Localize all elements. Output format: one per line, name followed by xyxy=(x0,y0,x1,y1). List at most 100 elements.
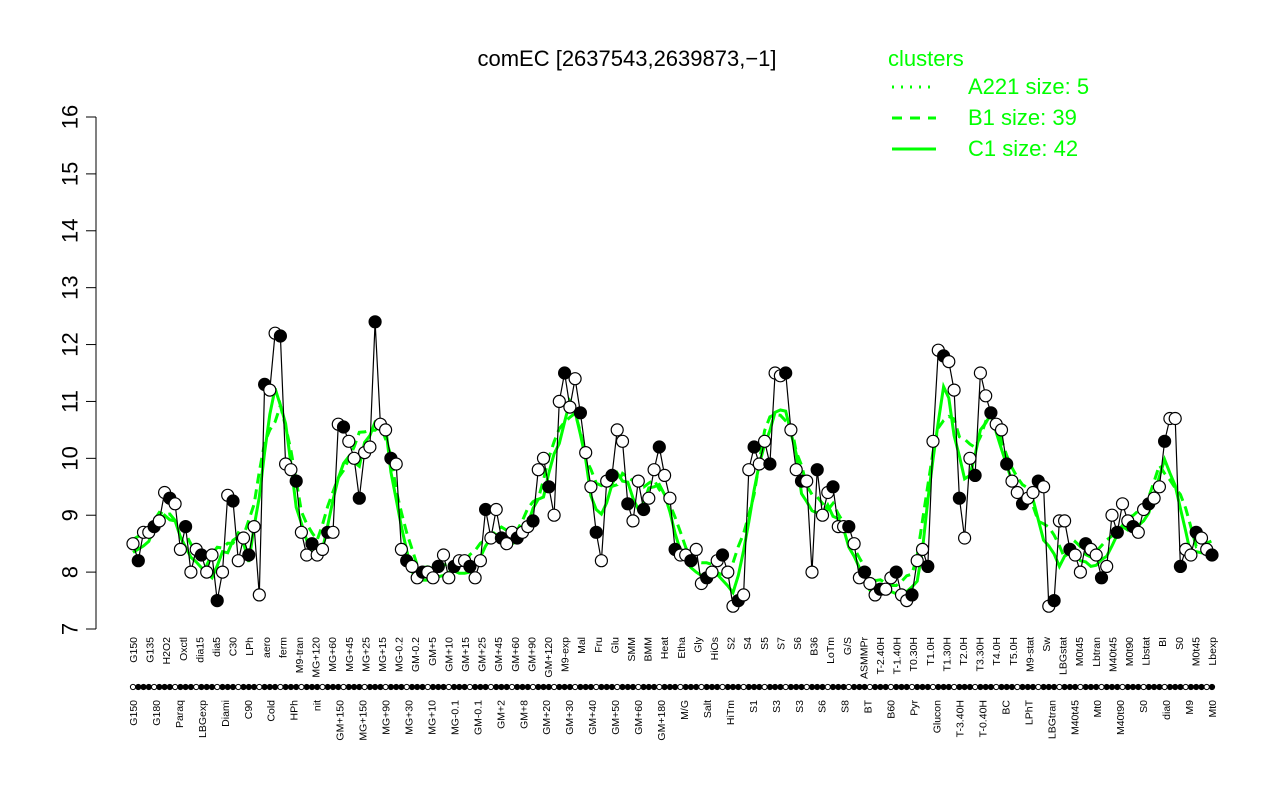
x-marker xyxy=(1066,683,1074,691)
x-tick-label-top: M40t45 xyxy=(1107,637,1119,672)
x-tick-label-top: MG+45 xyxy=(344,637,356,672)
x-tick-label-bottom: Cold xyxy=(266,700,278,722)
data-point xyxy=(926,434,940,448)
data-point xyxy=(1168,411,1182,426)
data-point xyxy=(289,474,303,488)
x-marker xyxy=(914,683,921,691)
x-marker xyxy=(1208,683,1216,691)
data-point xyxy=(1036,480,1051,494)
data-point xyxy=(1057,514,1072,528)
x-marker xyxy=(1093,683,1100,691)
data-point xyxy=(742,463,756,477)
data-point xyxy=(657,468,672,482)
x-marker xyxy=(377,683,384,691)
x-tick-label-bottom: MG-0.1 xyxy=(449,700,461,735)
x-marker xyxy=(1087,683,1095,691)
data-point xyxy=(652,440,666,454)
x-marker xyxy=(672,683,679,691)
x-tick-label-top: aero xyxy=(261,637,273,658)
data-point xyxy=(1010,485,1024,500)
x-marker xyxy=(382,683,389,691)
x-marker xyxy=(708,683,716,691)
x-marker xyxy=(1024,683,1031,691)
data-point xyxy=(431,559,445,574)
x-tick-label-bottom: Pyr xyxy=(909,699,921,715)
data-point xyxy=(363,440,377,454)
data-point xyxy=(542,480,556,494)
x-marker xyxy=(151,683,158,691)
x-tick-label-top: Gly xyxy=(692,636,704,653)
x-marker xyxy=(645,683,652,691)
x-marker xyxy=(487,683,494,691)
x-marker xyxy=(545,683,552,691)
data-point xyxy=(1073,565,1088,579)
data-point xyxy=(863,576,877,591)
data-point xyxy=(294,525,308,539)
x-marker xyxy=(829,683,837,691)
x-marker xyxy=(1187,683,1195,691)
x-tick-label-top: LoTm xyxy=(825,637,837,664)
x-tick-label-top: GM+120 xyxy=(543,637,555,678)
x-marker xyxy=(403,683,410,691)
data-point xyxy=(594,554,609,568)
x-marker xyxy=(887,683,895,691)
data-point xyxy=(705,565,719,579)
x-tick-label-top: G135 xyxy=(145,637,157,663)
x-marker xyxy=(424,683,431,691)
x-marker xyxy=(1119,683,1126,691)
data-point xyxy=(763,457,777,471)
data-point xyxy=(784,423,798,437)
x-tick-label-top: M9-tran xyxy=(294,637,306,673)
data-point xyxy=(1205,548,1219,562)
x-tick-label-bottom: GM+50 xyxy=(610,700,622,735)
x-marker xyxy=(993,683,1000,691)
x-marker xyxy=(677,683,684,691)
data-point xyxy=(789,463,803,477)
x-tick-label-bottom: G180 xyxy=(151,700,163,726)
x-marker xyxy=(293,683,300,691)
x-marker xyxy=(372,683,379,691)
x-marker xyxy=(614,683,621,691)
legend-title: clusters xyxy=(888,46,964,71)
x-marker xyxy=(956,683,963,691)
x-marker xyxy=(145,683,152,691)
data-point xyxy=(921,559,935,574)
x-marker xyxy=(951,683,958,691)
x-marker xyxy=(1014,683,1021,691)
data-point xyxy=(779,366,793,380)
x-marker xyxy=(129,683,137,691)
x-marker xyxy=(977,683,984,691)
data-point xyxy=(315,542,330,557)
x-tick-label-top: GM+60 xyxy=(510,637,522,672)
x-marker xyxy=(908,683,916,691)
data-point xyxy=(968,468,982,482)
x-marker xyxy=(477,683,484,691)
x-tick-label-top: M0t90 xyxy=(1124,637,1136,666)
x-marker xyxy=(461,683,468,691)
data-point xyxy=(547,508,561,522)
x-marker xyxy=(761,683,768,691)
data-point xyxy=(152,514,166,528)
x-marker xyxy=(1035,683,1042,691)
x-tick-label-top: SMM xyxy=(626,637,638,662)
x-marker xyxy=(1098,683,1105,691)
x-tick-label-top: G/S xyxy=(842,637,854,655)
x-marker xyxy=(419,683,426,691)
data-point xyxy=(942,355,956,369)
x-marker xyxy=(1135,683,1142,691)
x-tick-label-bottom: BT xyxy=(863,699,875,713)
x-marker xyxy=(624,683,631,691)
data-point xyxy=(847,537,861,551)
x-marker xyxy=(845,683,852,691)
x-marker xyxy=(698,683,705,691)
legend-label: A221 size: 5 xyxy=(968,74,1089,99)
x-tick-label-top: Heat xyxy=(659,637,671,659)
x-marker xyxy=(824,683,831,691)
x-tick-label-top: GM+15 xyxy=(460,637,472,672)
x-marker xyxy=(140,683,147,691)
x-tick-label-bottom: MG+150 xyxy=(358,700,370,741)
x-tick-label-top: LBGstat xyxy=(1058,637,1070,675)
x-marker xyxy=(1140,683,1147,691)
data-point xyxy=(215,565,230,579)
data-point xyxy=(805,565,819,579)
